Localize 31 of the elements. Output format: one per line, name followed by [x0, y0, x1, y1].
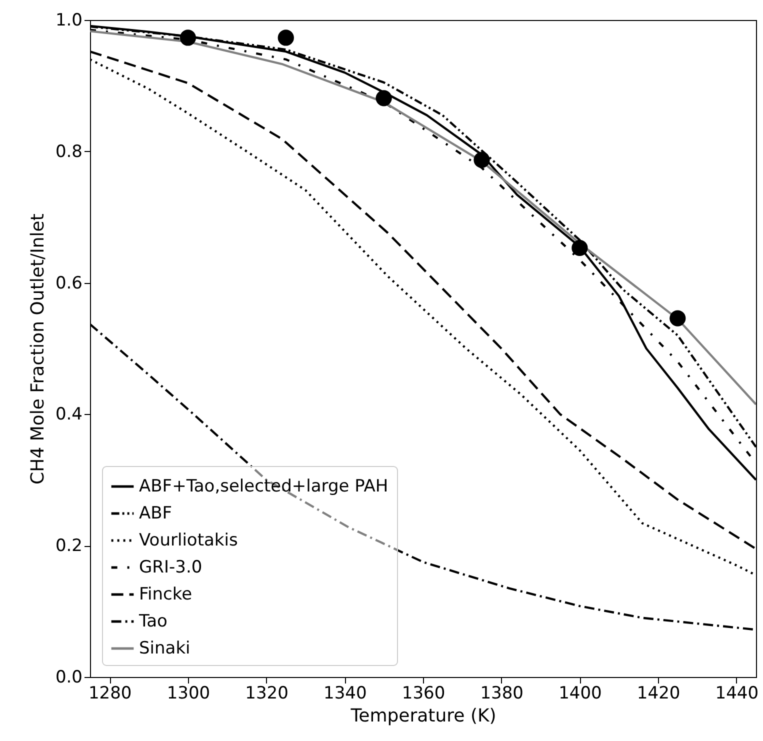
x-tick-label: 1300: [166, 684, 210, 704]
point: [376, 90, 392, 106]
y-axis-title: CH4 Mole Fraction Outlet/Inlet: [27, 214, 48, 484]
x-tick-label: 1440: [715, 684, 759, 704]
point: [180, 30, 196, 46]
point: [670, 310, 686, 326]
y-tick-label: 1.0: [55, 10, 82, 30]
x-axis-title: Temperature (K): [350, 706, 496, 726]
legend-label: GRI-3.0: [139, 558, 202, 578]
x-tick-label: 1320: [245, 684, 288, 704]
point: [474, 152, 490, 168]
legend-label: Sinaki: [139, 638, 190, 658]
legend-label: ABF+Tao,selected+large PAH: [139, 476, 388, 496]
line-series: [90, 323, 756, 631]
legend-label: Vourliotakis: [139, 530, 238, 550]
y-tick-label: 0.4: [55, 404, 82, 425]
y-tick-label: 0.8: [55, 142, 82, 162]
legend-label: ABF: [139, 504, 172, 524]
x-tick-label: 1360: [402, 684, 446, 704]
x-tick-label: 1380: [480, 684, 524, 704]
x-tick-label: 1420: [636, 684, 680, 704]
y-tick-label: 0.0: [55, 668, 82, 688]
legend-label: Fincke: [139, 584, 192, 604]
x-tick-label: 1400: [558, 684, 602, 704]
legend-label: Tao: [138, 612, 168, 632]
y-tick-label: 0.2: [55, 536, 82, 556]
y-tick-label: 0.6: [55, 273, 82, 294]
x-tick-label: 1340: [324, 684, 367, 704]
point: [572, 240, 588, 256]
point: [278, 30, 294, 46]
x-tick-label: 1280: [88, 684, 132, 704]
